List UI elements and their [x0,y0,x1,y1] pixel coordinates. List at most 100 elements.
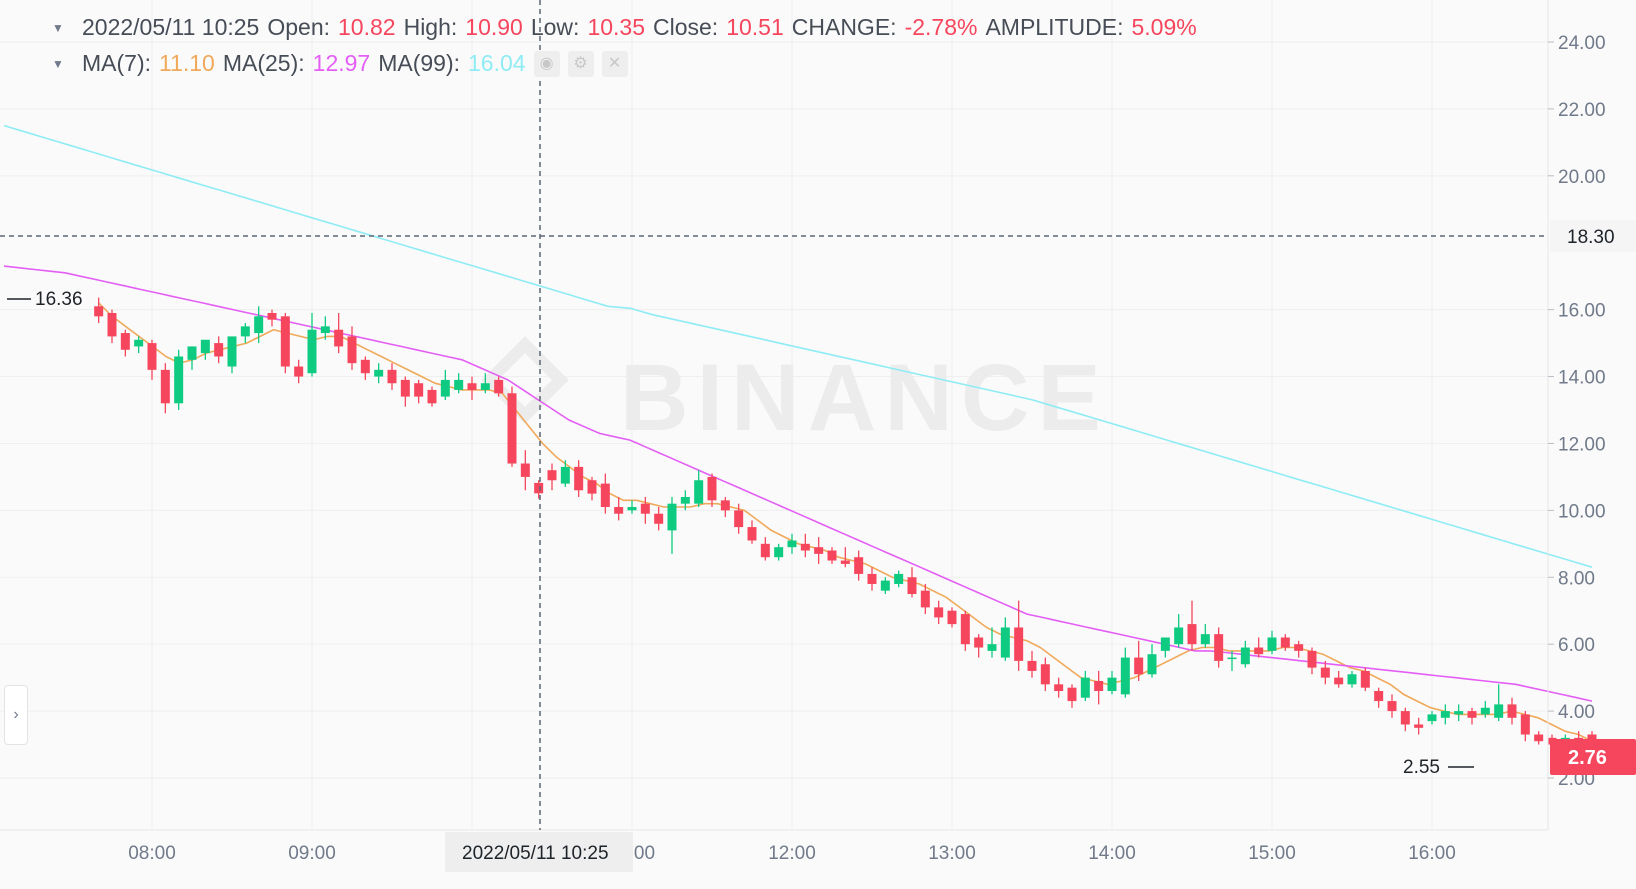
candle [867,567,877,591]
candle-body [1360,670,1370,688]
candle [1280,634,1290,651]
time-tick-label: 12:00 [768,843,816,864]
candle-body [1467,711,1477,718]
last-price-box [1550,739,1636,775]
candle-body [747,527,757,541]
candle-body [694,480,704,504]
legend-ma25-label: MA(25): [222,50,305,76]
candle [1254,637,1264,658]
candle [680,490,690,511]
candle [1294,640,1304,658]
candle [1427,711,1437,725]
candle-body [1267,637,1277,651]
candle-body [734,510,744,528]
last-price-tag: 2.76 [1550,739,1636,775]
legend-change-label: CHANGE: [791,14,897,40]
candle-body [320,326,330,334]
candle-body [1254,647,1264,655]
candle [1054,677,1064,698]
candle-body [1174,627,1184,645]
candle-body [374,369,384,377]
candle-body [827,550,837,561]
candle-body [440,379,450,397]
candle-body [1160,637,1170,651]
candle [974,634,984,658]
candle-body [907,577,917,594]
collapse-ma-legend-icon[interactable]: ▼ [52,56,64,71]
candle [1320,660,1330,685]
candle [240,323,250,344]
candle-body [840,560,850,564]
time-tick-label: 15:00 [1248,843,1296,864]
legend-datetime: 2022/05/11 10:25 [82,14,260,40]
candle [534,480,544,499]
candle-body [1480,707,1490,715]
candle [560,460,570,487]
candle [254,306,264,344]
candle-body [920,590,930,608]
eye-icon[interactable]: ◉ [533,50,560,77]
crosshair-price-box [1550,220,1636,252]
candle [200,339,210,360]
candle-body [1000,627,1010,658]
candle [907,567,917,598]
candle [1227,650,1237,671]
candle-body [507,393,517,464]
candle-body [1014,627,1024,661]
candle [1454,704,1464,722]
candle [587,476,597,501]
candle-body [1320,667,1330,678]
time-tick-label: 09:00 [288,843,336,864]
candle-body [1040,664,1050,685]
ohlc-legend: ▼ 2022/05/11 10:25 Open: 10.82 High: 10.… [52,14,1197,41]
candle [280,312,290,374]
candle-body [1534,734,1544,742]
candle-body [974,637,984,648]
candle [520,450,530,491]
candle [1494,684,1504,722]
candle-body [160,369,170,404]
candle [214,336,224,364]
candle-body [854,557,864,574]
candle-body [720,500,730,511]
legend-amplitude-label: AMPLITUDE: [985,14,1124,40]
candle [147,339,157,380]
candle-body [1454,711,1464,715]
candle [1347,670,1357,688]
candle-body [360,359,370,374]
expand-sidebar-button[interactable]: › [4,685,28,745]
candle-body [347,336,357,364]
candle [267,309,277,327]
candle [1267,630,1277,655]
low-marker-label: 2.55 [1403,757,1440,778]
extreme-markers: 16.36 2.55 [7,289,1474,778]
candle-body [1294,644,1304,651]
gear-icon[interactable]: ⚙ [567,50,594,77]
candle-body [1054,684,1064,692]
candle [494,376,504,397]
close-icon[interactable]: ✕ [601,50,628,77]
binance-logo-icon [481,336,569,424]
price-tick-label: 20.00 [1558,167,1606,188]
collapse-legend-icon[interactable]: ▼ [52,20,64,35]
candle [1534,731,1544,745]
price-axis: 2.004.006.008.0010.0012.0014.0016.0020.0… [0,0,1606,864]
candle-body [107,312,117,337]
candle [1520,711,1530,742]
candle-body [1400,711,1410,725]
ma-line-ma99 [3,124,1593,568]
candle [987,627,997,658]
candle-body [307,329,317,374]
candle-body [240,326,250,337]
candle [814,537,824,564]
candle [627,500,637,514]
candle [654,507,664,531]
candle-body [1200,634,1210,645]
candle-body [227,336,237,367]
candle-body [1094,680,1104,692]
last-price-label: 2.76 [1568,747,1607,769]
candle [1174,614,1184,648]
price-tick-label: 22.00 [1558,100,1606,121]
candle [1040,657,1050,692]
